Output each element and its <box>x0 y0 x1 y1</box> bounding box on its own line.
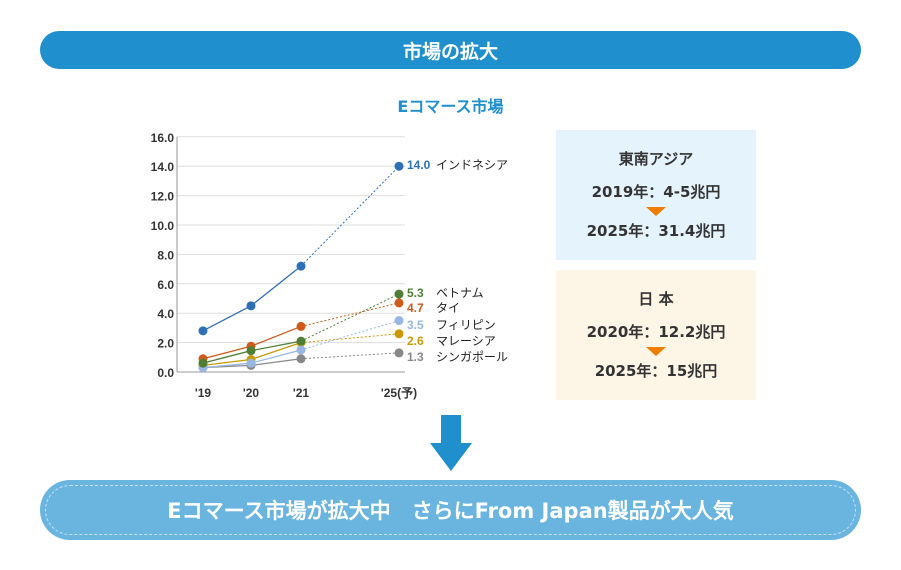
data-point <box>296 336 306 346</box>
japan-title: 日 本 <box>638 290 674 308</box>
series-projection-line <box>300 302 400 327</box>
data-point <box>394 329 404 339</box>
data-point <box>296 321 306 331</box>
data-point <box>198 326 208 336</box>
data-label: 5.3 <box>407 286 424 300</box>
legend-label: インドネシア <box>436 158 508 172</box>
y-tick-label: 16.0 <box>151 131 175 145</box>
series-projection-line <box>300 165 400 267</box>
x-tick-label: '21 <box>293 386 310 400</box>
data-label: 14.0 <box>407 158 431 172</box>
data-label: 3.5 <box>407 318 424 332</box>
legend-label: マレーシア <box>436 334 496 348</box>
legend-label: タイ <box>436 301 460 315</box>
x-tick-label: '19 <box>195 386 212 400</box>
y-tick-label: 4.0 <box>157 307 174 321</box>
y-tick-label: 8.0 <box>157 248 174 262</box>
data-point <box>394 289 404 299</box>
data-point <box>246 358 256 368</box>
chart-title: Eコマース市場 <box>397 97 504 116</box>
data-point <box>296 345 306 355</box>
sea-title: 東南アジア <box>618 150 694 168</box>
line-chart: 0.0 2.0 4.0 6.0 8.0 10.0 12.0 14.0 16.0 '19 '20 '21… <box>151 131 508 400</box>
x-tick-label: '25(予) <box>381 386 417 400</box>
y-tick-label: 0.0 <box>157 366 174 380</box>
data-point <box>394 348 404 358</box>
data-label: 2.6 <box>407 334 424 348</box>
legend-label: シンガポール <box>436 350 508 364</box>
legend-label: フィリピン <box>436 318 496 332</box>
y-tick-label: 14.0 <box>151 160 175 174</box>
data-point <box>246 346 256 356</box>
banner-text: Eコマース市場が拡大中 さらにFrom Japan製品が大人気 <box>45 485 856 535</box>
japan-2025: 2025年：15兆円 <box>594 362 718 380</box>
x-tick-label: '20 <box>243 386 260 400</box>
series-projection-line <box>300 333 400 344</box>
y-tick-label: 6.0 <box>157 278 174 292</box>
down-triangle-icon <box>646 207 666 216</box>
japan-box: 日 本 2020年：12.2兆円 2025年：15兆円 <box>556 270 756 400</box>
data-point <box>394 161 404 171</box>
down-triangle-icon <box>646 347 666 356</box>
data-label: 4.7 <box>407 301 424 315</box>
series-line <box>202 265 302 332</box>
sea-2025: 2025年：31.4兆円 <box>586 222 726 240</box>
data-point <box>394 298 404 308</box>
section-title: 市場の拡大 <box>402 40 498 63</box>
series-projection-line <box>300 352 400 360</box>
y-tick-label: 10.0 <box>151 219 175 233</box>
data-point <box>296 354 306 364</box>
sea-2019: 2019年：4-5兆円 <box>591 183 721 201</box>
legend-label: ベトナム <box>436 286 484 300</box>
data-point <box>198 358 208 368</box>
section-header: 市場の拡大 <box>40 31 861 69</box>
data-point <box>296 261 306 271</box>
data-point <box>394 316 404 326</box>
down-arrow-icon <box>430 415 472 471</box>
series-projection-line <box>300 293 400 342</box>
y-tick-label: 2.0 <box>157 337 174 351</box>
southeast-asia-box: 東南アジア 2019年：4-5兆円 2025年：31.4兆円 <box>556 130 756 260</box>
summary-banner: Eコマース市場が拡大中 さらにFrom Japan製品が大人気 <box>40 480 861 540</box>
japan-2020: 2020年：12.2兆円 <box>586 323 726 341</box>
series-projection-line <box>300 320 400 351</box>
data-label: 1.3 <box>407 350 424 364</box>
data-point <box>246 301 256 311</box>
y-tick-label: 12.0 <box>151 190 175 204</box>
